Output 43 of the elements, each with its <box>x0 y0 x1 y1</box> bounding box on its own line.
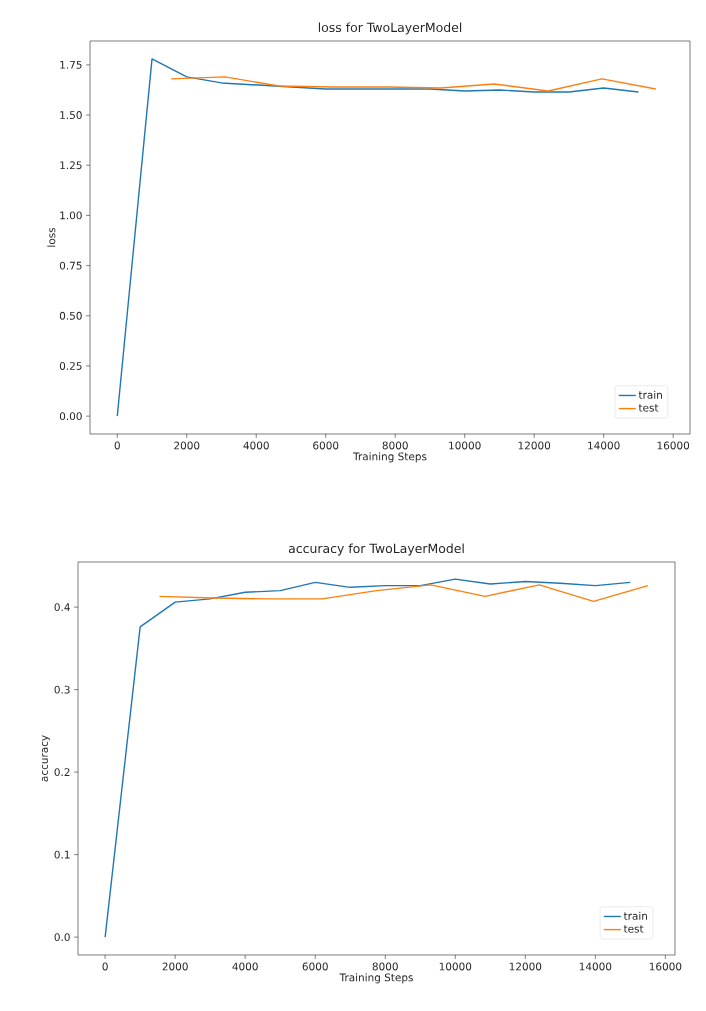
y-tick-label: 0.25 <box>59 361 82 370</box>
y-tick-label: 0.2 <box>54 768 70 777</box>
x-tick-label: 6000 <box>302 962 328 971</box>
y-tick-label: 0.1 <box>54 850 70 859</box>
x-tick-label: 4000 <box>243 441 269 450</box>
x-axis-title: Training Steps <box>339 973 413 984</box>
x-tick-label: 2000 <box>162 962 188 971</box>
x-tick-label: 14000 <box>588 441 620 450</box>
x-tick-label: 14000 <box>579 962 612 971</box>
y-tick-label: 1.50 <box>60 111 82 119</box>
y-tick-label: 0.00 <box>59 412 82 421</box>
x-tick-label: 6000 <box>313 441 339 450</box>
y-tick-label: 0.75 <box>59 261 82 270</box>
x-tick-label: 0 <box>114 441 120 450</box>
y-axis-title: loss <box>47 227 56 247</box>
x-tick-label: 0 <box>102 962 108 971</box>
legend-label: train <box>623 911 648 920</box>
y-tick-label: 0.3 <box>54 685 70 694</box>
x-tick-label: 4000 <box>232 962 258 971</box>
legend-label: train <box>638 390 662 399</box>
x-tick-label: 10000 <box>439 962 472 971</box>
x-tick-label: 8000 <box>372 962 398 971</box>
y-tick-label: 1.25 <box>60 161 82 170</box>
x-tick-label: 2000 <box>174 441 200 450</box>
legend-label: test <box>638 404 659 412</box>
line-series <box>158 584 649 603</box>
y-tick-label: 0.4 <box>54 603 70 612</box>
y-tick-label: 0.0 <box>54 933 70 942</box>
y-tick-label: 1.00 <box>60 211 82 220</box>
chart-title: accuracy for TwoLayerModel <box>288 543 464 556</box>
y-tick-label: 1.75 <box>60 60 82 69</box>
y-axis-title: accuracy <box>41 735 50 782</box>
chart-title: loss for TwoLayerModel <box>318 22 462 35</box>
y-tick-label: 0.50 <box>59 311 82 320</box>
x-tick-label: 10000 <box>449 441 481 450</box>
line-series <box>170 76 657 92</box>
x-tick-label: 12000 <box>509 962 542 971</box>
x-tick-label: 16000 <box>657 441 690 450</box>
x-tick-label: 12000 <box>518 441 551 450</box>
x-axis-title: Training Steps <box>353 452 427 463</box>
x-tick-label: 8000 <box>382 441 408 450</box>
legend-label: test <box>623 925 644 933</box>
x-tick-label: 16000 <box>649 962 682 971</box>
